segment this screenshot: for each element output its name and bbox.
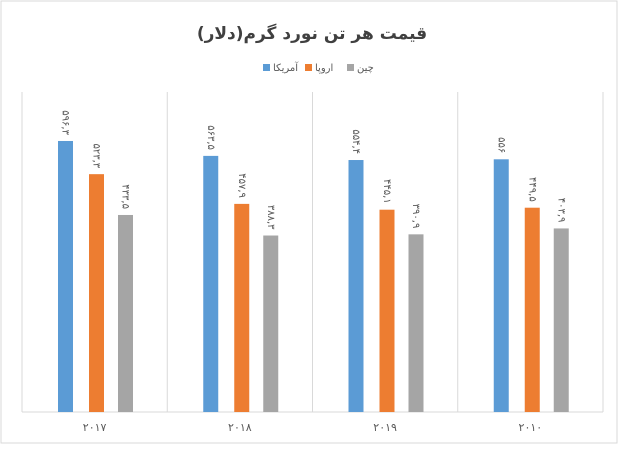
data-label: ۴۴۹,۵ xyxy=(526,177,537,202)
bar xyxy=(524,207,540,412)
bar xyxy=(263,235,279,412)
data-label: ۵۵۴,۴ xyxy=(350,129,361,154)
bar xyxy=(89,174,104,412)
data-label: ۴۳۳,۵ xyxy=(120,184,131,209)
legend-label: اروپا xyxy=(315,63,333,74)
legend-swatch xyxy=(305,64,312,71)
x-tick-label: ۲۰۱۸ xyxy=(228,421,252,434)
data-label: ۳۹۰,۹ xyxy=(410,204,421,229)
data-label: ۵۵۶ xyxy=(495,137,506,153)
data-label: ۴۴۵,۱ xyxy=(381,179,392,204)
legend-swatch xyxy=(347,64,354,71)
x-tick-label: ۲۰۱۰ xyxy=(519,421,543,434)
bar xyxy=(553,228,569,412)
legend-label: چین xyxy=(357,63,374,74)
bar xyxy=(348,160,364,412)
legend-swatch xyxy=(263,64,270,71)
x-tick-label: ۲۰۱۹ xyxy=(373,421,397,434)
x-tick-label: ۲۰۱۷ xyxy=(83,421,107,434)
bar xyxy=(379,209,395,412)
data-label: ۵۹۶,۳ xyxy=(60,110,71,135)
bar xyxy=(408,234,424,412)
chart-title: قیمت هر تن نورد گرم(دلار) xyxy=(197,23,427,44)
data-label: ۵۲۳,۳ xyxy=(91,143,102,168)
bar xyxy=(118,214,133,412)
legend-label: آمریکا xyxy=(273,61,299,74)
data-label: ۵۶۳,۵ xyxy=(205,125,216,150)
bar xyxy=(203,155,219,412)
data-label: ۴۵۷,۹ xyxy=(236,173,247,198)
bar xyxy=(493,159,509,412)
data-label: ۳۸۸,۳ xyxy=(265,205,276,230)
legend: آمریکا اروپا چین xyxy=(263,61,374,74)
bar xyxy=(58,140,73,413)
data-label: ۴۰۳,۹ xyxy=(555,198,566,223)
bar xyxy=(234,203,250,412)
